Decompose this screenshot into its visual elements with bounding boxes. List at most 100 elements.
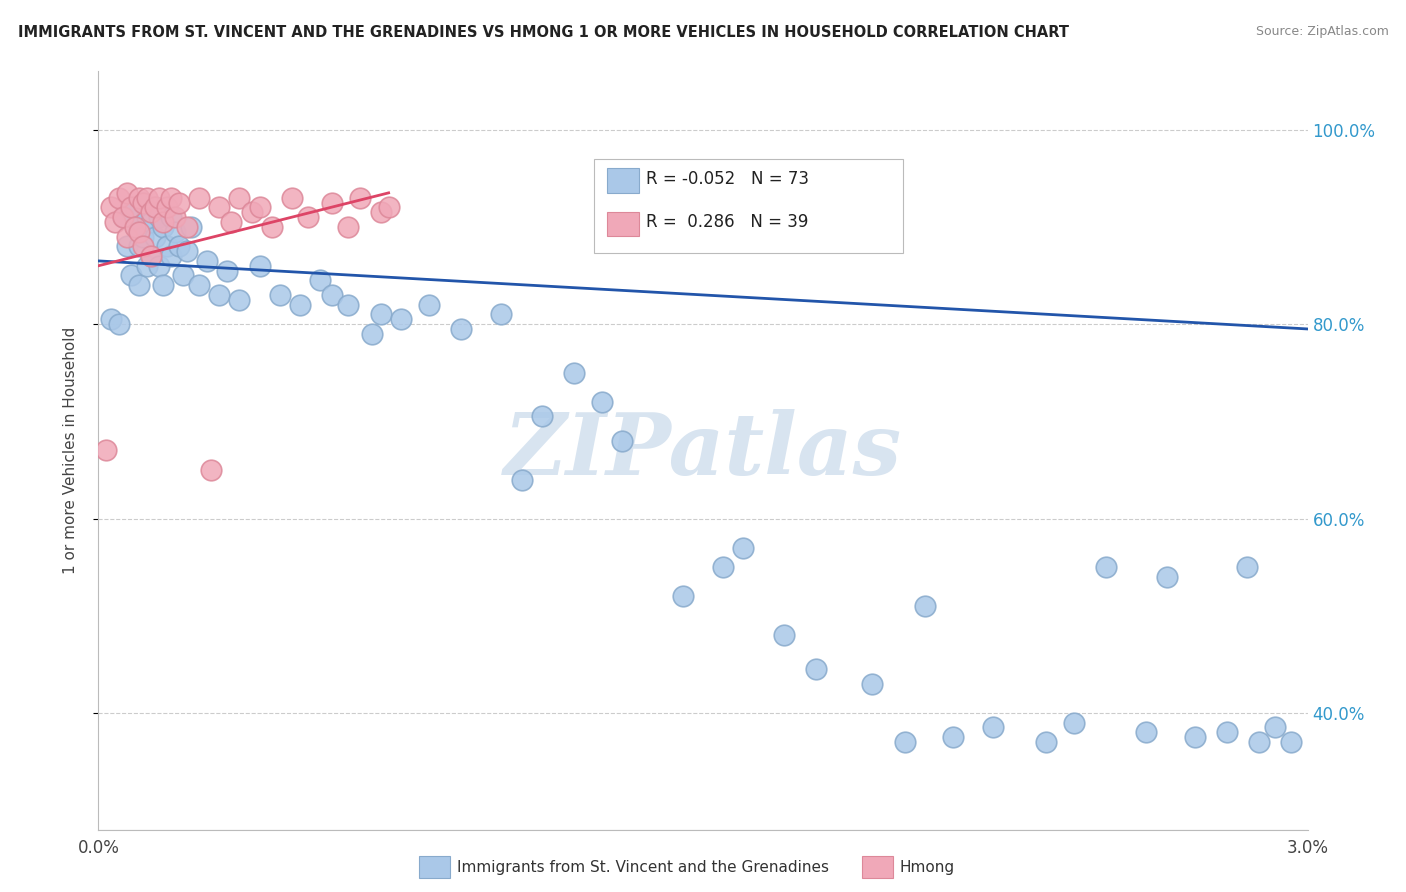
Point (132, 239, 155, 253)
Text: Immigrants from St. Vincent and the Grenadines: Immigrants from St. Vincent and the Gren… (457, 860, 830, 874)
Point (1264, 721, 1286, 735)
Point (135, 259, 157, 273)
Point (120, 205, 142, 219)
Point (195, 254, 218, 268)
Point (377, 201, 399, 215)
Point (530, 409, 553, 424)
Point (148, 259, 170, 273)
Point (143, 201, 166, 215)
Point (167, 195, 190, 210)
Point (1095, 560, 1118, 574)
Point (361, 326, 384, 341)
Point (132, 195, 155, 210)
Point (152, 215, 174, 229)
Point (208, 201, 231, 215)
Point (1281, 735, 1303, 749)
Point (139, 215, 162, 229)
Point (612, 434, 634, 448)
Point (167, 239, 190, 253)
Point (711, 560, 734, 574)
Point (124, 219, 146, 234)
Point (188, 191, 211, 205)
Point (297, 210, 319, 224)
Point (115, 186, 138, 200)
Point (562, 366, 585, 380)
Point (309, 273, 332, 287)
Point (450, 322, 472, 336)
Point (103, 215, 125, 229)
Point (249, 201, 271, 215)
Point (139, 249, 162, 263)
Point (228, 293, 250, 307)
Point (981, 721, 1004, 735)
Point (200, 463, 222, 477)
Point (128, 278, 150, 293)
Point (100, 312, 122, 326)
Point (135, 191, 157, 205)
Point (128, 225, 150, 239)
Point (672, 589, 695, 603)
Point (148, 191, 170, 205)
Point (370, 205, 392, 219)
Point (152, 278, 174, 293)
Point (160, 191, 183, 205)
Point (111, 210, 134, 224)
Point (942, 730, 965, 744)
Point (1236, 560, 1258, 574)
Point (772, 628, 794, 642)
Point (120, 201, 142, 215)
Point (124, 219, 146, 234)
FancyBboxPatch shape (607, 211, 638, 235)
Point (172, 268, 194, 283)
Point (176, 219, 198, 234)
Point (321, 195, 343, 210)
Point (240, 205, 263, 219)
Text: ZIPatlas: ZIPatlas (503, 409, 903, 492)
Point (733, 541, 755, 555)
Point (111, 210, 134, 224)
Point (148, 210, 170, 224)
Point (143, 229, 166, 244)
Point (124, 201, 146, 215)
Y-axis label: 1 or more Vehicles in Household: 1 or more Vehicles in Household (63, 326, 77, 574)
Point (160, 210, 183, 224)
Point (128, 239, 150, 253)
Point (221, 215, 243, 229)
Point (1216, 725, 1239, 739)
Point (228, 191, 250, 205)
Point (132, 229, 155, 244)
Point (100, 201, 122, 215)
Point (160, 249, 183, 263)
Point (208, 288, 231, 302)
Point (281, 191, 304, 205)
Point (804, 662, 827, 676)
Point (217, 263, 239, 277)
Point (269, 288, 291, 302)
Point (1063, 715, 1085, 730)
Point (349, 191, 371, 205)
Point (107, 191, 129, 205)
Point (1156, 570, 1178, 584)
Point (152, 219, 174, 234)
Point (1135, 725, 1157, 739)
Point (860, 677, 883, 691)
Point (135, 210, 157, 224)
Point (107, 317, 129, 331)
Point (1184, 730, 1206, 744)
Point (180, 219, 202, 234)
Point (1249, 735, 1271, 749)
Point (337, 298, 360, 312)
Point (163, 210, 186, 224)
Text: R = -0.052   N = 73: R = -0.052 N = 73 (647, 170, 810, 188)
Point (288, 298, 311, 312)
FancyBboxPatch shape (595, 159, 903, 253)
Point (115, 229, 138, 244)
Point (139, 205, 162, 219)
Point (188, 278, 211, 293)
Point (132, 195, 155, 210)
FancyBboxPatch shape (607, 169, 638, 193)
Point (510, 473, 533, 487)
Point (115, 239, 138, 253)
Point (591, 395, 613, 409)
Point (370, 307, 392, 321)
